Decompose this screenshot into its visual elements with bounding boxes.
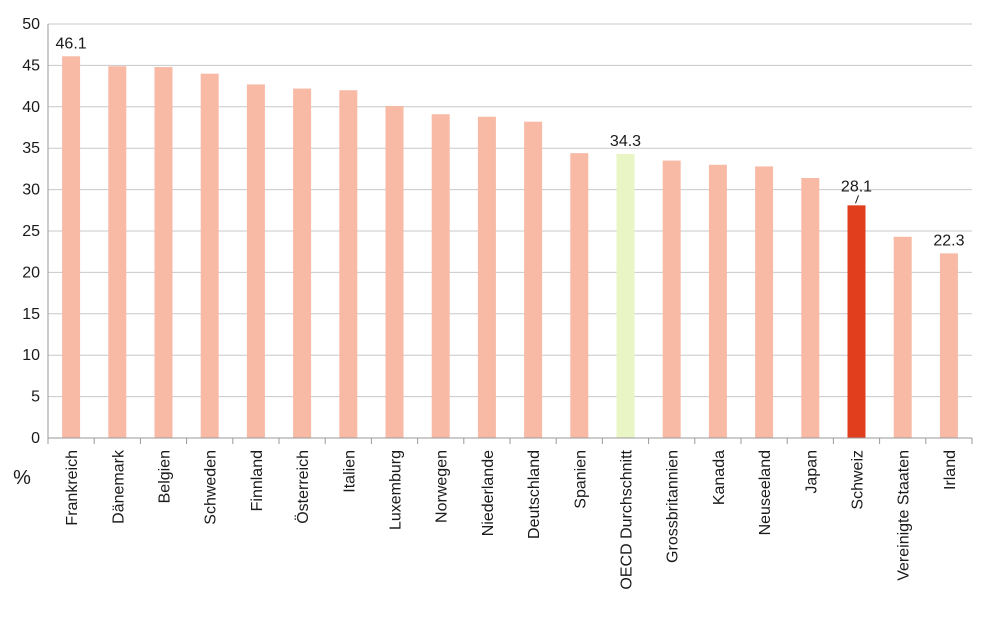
data-labels: 46.1 34.3 28.1 22.3 [56,35,965,249]
bar [893,236,912,438]
bar [108,66,127,438]
y-tick-label: 5 [31,389,40,406]
category-label: Dänemark [110,449,127,524]
bar [847,205,866,438]
category-label: Japan [803,450,820,494]
bar [939,253,958,438]
bars [62,56,958,439]
y-tick-label: 30 [22,182,40,199]
bar [431,114,450,438]
category-label: Frankreich [64,450,81,526]
category-label: Spanien [572,450,589,509]
y-tick-label: 50 [22,16,40,33]
category-label: Niederlande [480,450,497,536]
category-label: Grossbritannien [665,450,682,563]
category-label: Neuseeland [757,450,774,535]
y-tick-label: 25 [22,223,40,240]
bar [385,105,404,439]
y-tick-label: 40 [22,99,40,116]
data-label-leader [855,195,859,204]
category-label: Deutschland [526,450,543,539]
unit-label: % [13,467,31,489]
bar [616,153,635,438]
bar [200,73,219,439]
category-label: Belgien [157,450,174,503]
bar [524,121,543,438]
data-label: 34.3 [610,133,641,150]
bar [755,166,774,438]
bar [246,84,265,438]
data-label: 28.1 [841,178,872,195]
y-tick-label: 45 [22,57,40,74]
y-tick-label: 0 [31,430,40,447]
data-label: 22.3 [933,232,964,249]
bar [293,88,312,439]
bar [708,164,727,438]
category-label: Vereinigte Staaten [896,450,913,581]
category-labels: Frankreich Dänemark Belgien Schweden Finnlan… [64,449,959,590]
category-label: Finnland [249,450,266,511]
y-tick-label: 10 [22,347,40,364]
category-label: Italien [341,450,358,493]
y-tick-label: 35 [22,140,40,157]
bar [477,116,496,439]
category-label: Kanada [711,450,728,505]
bar [154,67,173,438]
category-label: OECD Durchschnitt [619,449,636,589]
axes [47,24,973,444]
gridlines [48,23,972,398]
category-label: Schweiz [850,450,867,510]
y-tick-label: 15 [22,306,40,323]
data-label: 46.1 [56,35,87,52]
category-label: Österreich [294,450,312,524]
y-tick-label: 20 [22,264,40,281]
bar [339,90,358,439]
category-label: Norwegen [434,450,451,523]
bar [662,160,681,438]
y-tick-labels: 0 5 10 15 20 25 30 35 40 45 50 [22,16,40,447]
bar [570,153,589,438]
category-label: Luxemburg [388,450,405,530]
bar [801,178,820,438]
bar [62,56,81,439]
category-label: Schweden [203,450,220,525]
category-label: Irland [942,450,959,490]
